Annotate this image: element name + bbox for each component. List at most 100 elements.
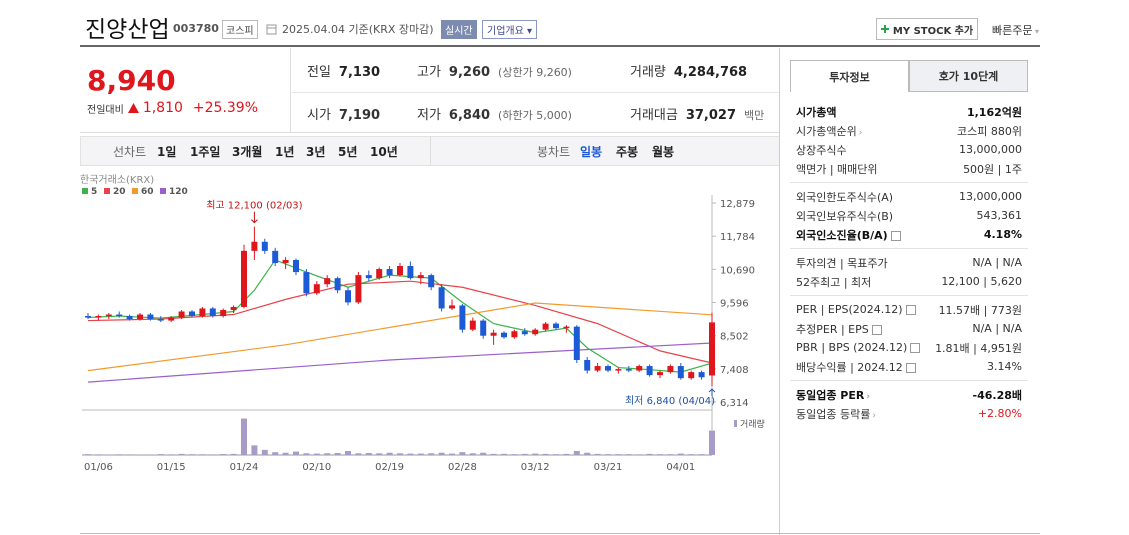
period-tab[interactable]: 10년 <box>370 145 398 159</box>
info-row: 외국인보유주식수(B) 543,361 <box>790 206 1028 225</box>
volume-bar <box>272 452 279 455</box>
candle-body <box>605 366 611 371</box>
period-tab[interactable]: 1주일 <box>190 145 221 159</box>
volume-bar <box>126 454 133 455</box>
candle-period-tab[interactable]: 월봉 <box>652 145 675 159</box>
help-icon <box>905 305 916 315</box>
info-value: 11.57배 | 773원 <box>938 303 1022 317</box>
info-label: 동일업종 PER › <box>796 386 879 403</box>
period-tab[interactable]: 1년 <box>275 145 295 159</box>
volume-bar <box>178 453 185 455</box>
candle-body <box>272 250 279 263</box>
volume-bar <box>313 453 320 455</box>
low-annotation: 최저 6,840 (04/04) <box>625 395 715 407</box>
candle-body <box>698 372 705 378</box>
candle-body <box>313 284 320 294</box>
overview-button[interactable]: 기업개요 ▾ <box>482 20 538 39</box>
info-value: 13,000,000 <box>959 190 1022 203</box>
side-panel: 투자정보 호가 10단계 시가총액 1,162억원 시가총액순위 › 코스피 880위 상장주… <box>790 60 1028 427</box>
info-label: 추정PER | EPS <box>796 321 882 337</box>
volume-bar <box>241 418 247 455</box>
side-tab[interactable]: 호가 10단계 <box>909 60 1028 92</box>
candle-body <box>428 275 435 288</box>
info-row: PBR | BPS (2024.12) 1.81배 | 4,951원 <box>790 338 1028 357</box>
info-group: 동일업종 PER › -46.28배 동일업종 등락률 › +2.80% <box>790 381 1028 427</box>
period-tab[interactable]: 3년 <box>306 145 326 159</box>
volume-bar <box>553 454 559 455</box>
candle-body <box>459 305 466 330</box>
legend-label: 120 <box>169 187 188 197</box>
volume-bar <box>667 454 674 455</box>
volume-bar <box>646 453 653 455</box>
up-triangle <box>127 103 139 113</box>
volume-bar <box>615 454 622 455</box>
candle-period-tab[interactable]: 일봉 <box>580 145 603 159</box>
volume-legend-swatch <box>734 420 737 427</box>
info-row: 상장주식수 13,000,000 <box>790 140 1028 159</box>
link-arrow: › <box>866 391 871 402</box>
candle-body <box>386 269 393 276</box>
volume-bar <box>490 453 497 455</box>
period-tab[interactable]: 5년 <box>338 145 358 159</box>
info-value: 12,100 | 5,620 <box>941 275 1022 288</box>
info-value: 1,162억원 <box>966 105 1022 119</box>
date-basis: 기준(KRX 장마감) <box>348 23 434 36</box>
volume-bar <box>521 453 528 455</box>
candle-period-tab[interactable]: 주봉 <box>616 145 639 159</box>
candle-body <box>646 366 653 376</box>
summary-value: 6,840 <box>448 108 491 123</box>
market-badge: 코스피 <box>222 20 258 39</box>
candle-body <box>209 308 216 317</box>
info-row: 배당수익률 | 2024.12 3.14% <box>790 357 1028 376</box>
volume-bar <box>355 453 362 455</box>
legend-swatch <box>160 188 166 194</box>
candle-body <box>282 259 289 263</box>
volume-bar <box>625 454 632 455</box>
quick-order[interactable]: 빠른주문 ▾ <box>992 24 1040 37</box>
info-label: 시가총액순위 › <box>796 122 871 139</box>
candle-body <box>636 366 643 371</box>
summary-value: 7,130 <box>338 65 381 80</box>
volume-bar <box>449 453 455 455</box>
volume-bar <box>199 454 206 455</box>
change-rate: +25.39% <box>192 100 259 116</box>
calendar-icon <box>266 24 277 35</box>
volume-bar <box>428 453 435 455</box>
change: 전일대비 1,810 +25.39% <box>87 100 258 116</box>
volume-bar <box>168 454 175 455</box>
x-tick-label: 02/19 <box>375 462 404 473</box>
side-tab[interactable]: 투자정보 <box>790 60 909 92</box>
volume-bar <box>480 452 487 455</box>
mystock-button[interactable]: MY STOCK 추가 <box>876 18 978 40</box>
x-tick-label: 02/28 <box>448 462 477 473</box>
summary-value: 4,284,768 <box>673 65 748 80</box>
mystock-text: MY STOCK 추가 <box>892 25 974 37</box>
legend-label: 5 <box>91 187 97 197</box>
info-row: 52주최고 | 최저 12,100 | 5,620 <box>790 272 1028 291</box>
x-tick-label: 01/24 <box>230 462 259 473</box>
moving-average <box>87 302 713 372</box>
y-tick-label: 7,408 <box>720 365 749 376</box>
candle-body <box>303 272 310 294</box>
summary-cell: 거래량 4,284,768 <box>630 61 747 80</box>
stock-code: 003780 <box>173 22 219 35</box>
overview-text: 기업개요 <box>487 26 524 37</box>
summary-cell: 전일 7,130 <box>307 61 380 80</box>
summary-note: (상한가 9,260) <box>498 66 572 79</box>
candle-body <box>220 309 227 317</box>
volume-bar <box>251 445 258 455</box>
candle-body <box>168 317 175 321</box>
quick-text: 빠른주문 <box>992 24 1033 37</box>
high-annotation: 최고 12,100 (02/03) <box>206 200 302 212</box>
plus-icon <box>880 25 889 33</box>
period-tab[interactable]: 1일 <box>157 145 177 159</box>
summary-cell: 시가 7,190 <box>307 104 380 123</box>
volume-bar <box>334 453 341 455</box>
candle-body <box>397 266 403 276</box>
period-tab[interactable]: 3개월 <box>232 145 263 159</box>
candle-body <box>449 305 455 309</box>
candle-body <box>594 366 601 371</box>
candle-body <box>553 323 559 329</box>
candle-body <box>677 366 684 379</box>
candle-body <box>625 369 632 371</box>
